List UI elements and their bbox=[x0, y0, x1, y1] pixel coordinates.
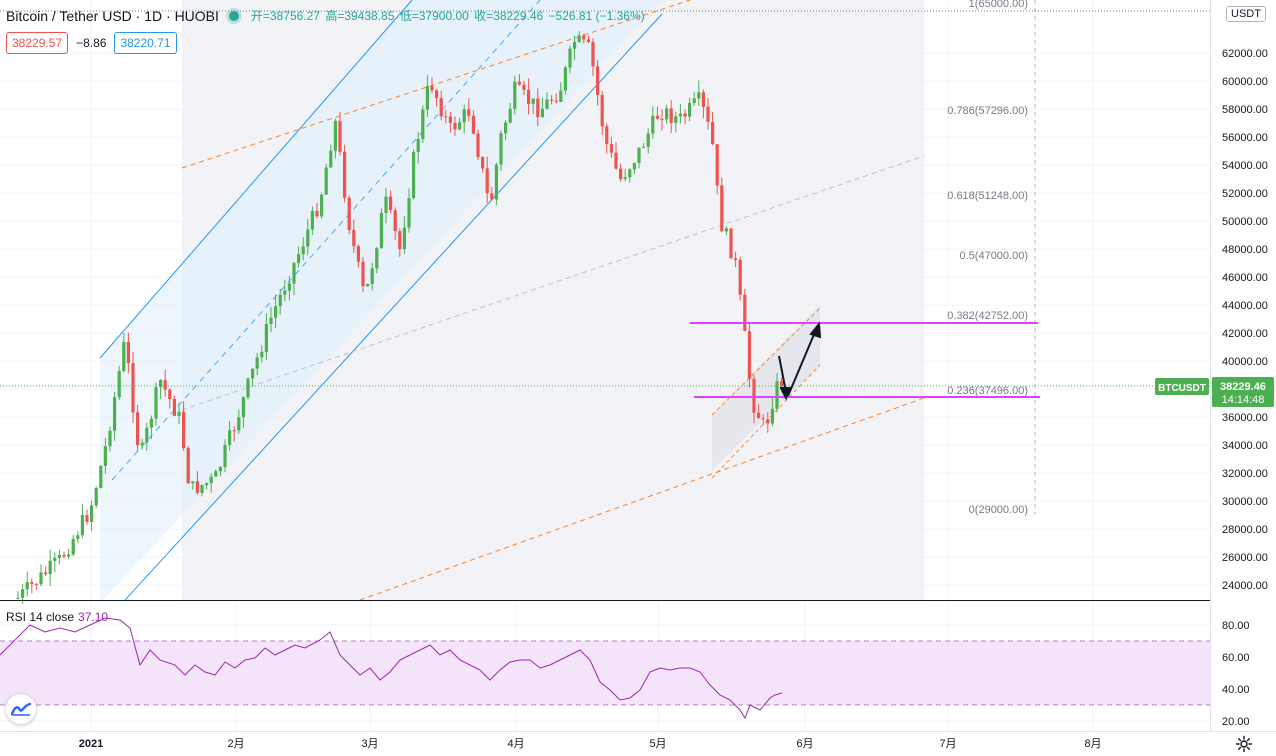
price-tick-label: 36000.00 bbox=[1222, 412, 1268, 424]
tradingview-logo-icon[interactable] bbox=[6, 694, 36, 724]
spread-value: −8.86 bbox=[76, 36, 107, 50]
ohlc-change: −526.81 (−1.36%) bbox=[548, 9, 645, 23]
ohlc-values: 开=38756.27 高=39438.85 低=37900.00 收=38229… bbox=[251, 7, 647, 24]
price-tick-label: 28000.00 bbox=[1222, 524, 1268, 536]
time-tick-label: 4月 bbox=[507, 738, 524, 750]
price-tick-label: 30000.00 bbox=[1222, 496, 1268, 508]
channel-upper-line bbox=[99, 0, 413, 359]
wedge-zone bbox=[712, 305, 820, 470]
rsi-axis-ticks: 80.00 60.00 40.00 20.00 bbox=[1222, 620, 1250, 728]
time-tick-label: 2021 bbox=[79, 738, 103, 750]
price-tick-label: 44000.00 bbox=[1222, 300, 1268, 312]
price-tick-label: 24000.00 bbox=[1222, 580, 1268, 592]
sell-button[interactable]: 38229.57 bbox=[6, 32, 69, 54]
trendline-mid bbox=[181, 155, 925, 411]
price-tick-label: 46000.00 bbox=[1222, 272, 1268, 284]
price-tick-label: 32000.00 bbox=[1222, 468, 1268, 480]
time-tick-label: 5月 bbox=[649, 738, 666, 750]
ohlc-low: 低=37900.00 bbox=[399, 9, 469, 23]
currency-selector[interactable]: USDT bbox=[1226, 6, 1266, 22]
price-tick-label: 62000.00 bbox=[1222, 48, 1268, 60]
price-tick-label: 48000.00 bbox=[1222, 244, 1268, 256]
wedge-lower-line bbox=[711, 364, 821, 479]
rsi-line bbox=[0, 617, 783, 720]
trendline-lower bbox=[359, 397, 925, 601]
fib-level-label: 0.5(47000.00) bbox=[960, 250, 1029, 262]
buy-button[interactable]: 38220.71 bbox=[114, 32, 177, 54]
wedge-upper-line bbox=[711, 307, 821, 416]
price-tick-label: 56000.00 bbox=[1222, 132, 1268, 144]
channel-lower-line bbox=[124, 13, 663, 601]
price-tick-label: 42000.00 bbox=[1222, 328, 1268, 340]
fib-labels: 1(65000.00) 0.786(57296.00) 0.618(51248.00… bbox=[947, 0, 1028, 516]
price-axis[interactable] bbox=[1210, 0, 1276, 732]
price-tick-label: 60000.00 bbox=[1222, 76, 1268, 88]
fib-level-label: 0.382(42752.00) bbox=[947, 310, 1028, 322]
rsi-tick-label: 80.00 bbox=[1222, 620, 1250, 632]
price-tick-label: 54000.00 bbox=[1222, 160, 1268, 172]
fib-level-label: 0(29000.00) bbox=[969, 504, 1028, 516]
rsi-tick-label: 40.00 bbox=[1222, 684, 1250, 696]
price-tick-label: 34000.00 bbox=[1222, 440, 1268, 452]
time-tick-label: 3月 bbox=[361, 738, 378, 750]
last-price-value: 38229.46 bbox=[1220, 381, 1266, 393]
legend-header[interactable]: Bitcoin / Tether USD · 1D · HUOBI 开=3875… bbox=[6, 7, 647, 24]
rsi-legend[interactable]: RSI 14 close 37.10 bbox=[6, 610, 108, 624]
rsi-tick-label: 20.00 bbox=[1222, 716, 1250, 728]
candlestick-series bbox=[16, 31, 784, 604]
fib-level-label: 0.236(37496.00) bbox=[947, 385, 1028, 397]
projection-arrows bbox=[778, 321, 822, 401]
ohlc-open: 开=38756.27 bbox=[250, 9, 320, 23]
market-status-icon bbox=[228, 10, 239, 21]
ohlc-close: 收=38229.46 bbox=[474, 9, 544, 23]
symbol-title[interactable]: Bitcoin / Tether USD · 1D · HUOBI bbox=[6, 7, 219, 24]
symbol-tag: BTCUSDT bbox=[1158, 383, 1206, 394]
trendline-upper bbox=[181, 0, 691, 169]
price-tick-label: 58000.00 bbox=[1222, 104, 1268, 116]
fib-level-label: 0.786(57296.00) bbox=[947, 105, 1028, 117]
last-price-tag: BTCUSDT 38229.46 14:14:48 bbox=[1155, 377, 1274, 407]
channel-mid-line bbox=[111, 0, 541, 481]
time-tick-label: 7月 bbox=[939, 738, 956, 750]
price-tick-label: 40000.00 bbox=[1222, 356, 1268, 368]
ohlc-high: 高=39438.85 bbox=[325, 9, 395, 23]
time-axis-ticks: 2021 2月 3月 4月 5月 6月 7月 8月 bbox=[79, 738, 1102, 750]
rsi-title: RSI 14 close bbox=[6, 610, 75, 624]
fib-level-label: 1(65000.00) bbox=[969, 0, 1028, 10]
rsi-band bbox=[0, 641, 1210, 705]
parallel-channel-fill bbox=[100, 0, 662, 600]
time-axis[interactable] bbox=[0, 732, 1276, 756]
price-tick-label: 52000.00 bbox=[1222, 188, 1268, 200]
time-tick-label: 8月 bbox=[1084, 738, 1101, 750]
time-tick-label: 2月 bbox=[227, 738, 244, 750]
price-tick-label: 26000.00 bbox=[1222, 552, 1268, 564]
rsi-tick-label: 60.00 bbox=[1222, 652, 1250, 664]
price-tick-label: 50000.00 bbox=[1222, 216, 1268, 228]
bar-countdown: 14:14:48 bbox=[1222, 394, 1265, 406]
price-axis-ticks: 62000.00 60000.00 58000.00 56000.00 54000.00… bbox=[1222, 48, 1268, 592]
trade-panel: 38229.57 −8.86 38220.71 bbox=[6, 32, 177, 54]
fib-level-label: 0.618(51248.00) bbox=[947, 190, 1028, 202]
time-tick-label: 6月 bbox=[796, 738, 813, 750]
rsi-value: 37.10 bbox=[78, 610, 109, 624]
gear-icon[interactable] bbox=[1235, 735, 1253, 753]
